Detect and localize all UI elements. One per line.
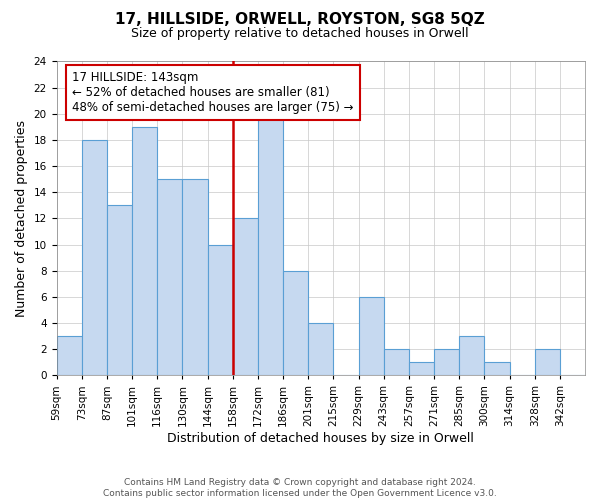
Bar (233, 218, 258, 376)
Bar (82, 140, 107, 376)
Bar (459, 336, 484, 376)
Bar (132, 127, 157, 376)
Bar (157, 179, 182, 376)
Y-axis label: Number of detached properties: Number of detached properties (15, 120, 28, 317)
X-axis label: Distribution of detached houses by size in Orwell: Distribution of detached houses by size … (167, 432, 474, 445)
Bar (535, 349, 560, 376)
Bar (409, 362, 434, 376)
Text: Size of property relative to detached houses in Orwell: Size of property relative to detached ho… (131, 28, 469, 40)
Text: 17 HILLSIDE: 143sqm
← 52% of detached houses are smaller (81)
48% of semi-detach: 17 HILLSIDE: 143sqm ← 52% of detached ho… (73, 71, 354, 114)
Bar (258, 114, 283, 376)
Text: 17, HILLSIDE, ORWELL, ROYSTON, SG8 5QZ: 17, HILLSIDE, ORWELL, ROYSTON, SG8 5QZ (115, 12, 485, 28)
Bar (182, 179, 208, 376)
Bar (283, 270, 308, 376)
Bar (208, 244, 233, 376)
Bar (359, 297, 383, 376)
Bar (434, 349, 459, 376)
Bar (484, 362, 509, 376)
Bar (383, 349, 409, 376)
Bar (308, 323, 334, 376)
Text: Contains HM Land Registry data © Crown copyright and database right 2024.
Contai: Contains HM Land Registry data © Crown c… (103, 478, 497, 498)
Bar (107, 206, 132, 376)
Bar (56, 336, 82, 376)
